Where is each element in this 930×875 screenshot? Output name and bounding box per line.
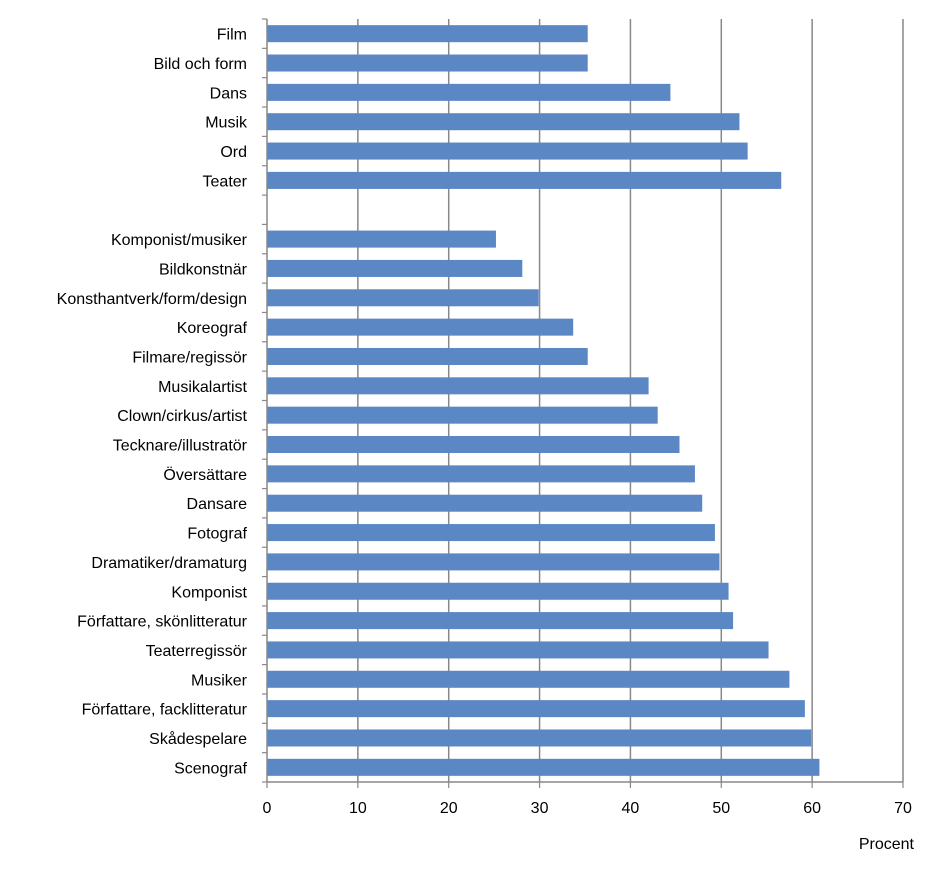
bar: [267, 670, 790, 688]
bar: [267, 171, 782, 189]
category-labels: Film Bild och form Dans Musik Ord Teater Kompo…: [57, 27, 248, 778]
x-tick-label: 60: [803, 800, 821, 817]
x-tick-label: 50: [712, 800, 730, 817]
category-label: Tecknare/illustratör: [113, 438, 248, 455]
bars: [267, 25, 820, 776]
bar: [267, 641, 769, 659]
bar: [267, 729, 812, 747]
category-label: Författare, skönlitteratur: [77, 614, 248, 631]
category-label: Scenograf: [174, 760, 247, 777]
category-label: Dans: [210, 85, 247, 102]
category-label: Bildkonstnär: [159, 261, 248, 278]
x-axis-title: Procent: [859, 836, 915, 853]
category-label: Fotograf: [187, 526, 247, 543]
bar: [267, 25, 588, 43]
bar: [267, 377, 649, 395]
bar: [267, 289, 539, 307]
bar: [267, 113, 740, 131]
category-label: Musik: [205, 115, 248, 132]
category-label: Dramatiker/dramaturg: [91, 555, 247, 572]
category-label: Koreograf: [177, 320, 248, 337]
x-tick-labels: 0 10 20 30 40 50 60 70: [263, 800, 912, 817]
category-label: Musiker: [191, 672, 248, 689]
bar: [267, 494, 703, 512]
category-label: Musikalartist: [158, 379, 247, 396]
bar: [267, 582, 729, 600]
bar: [267, 54, 588, 72]
bar: [267, 758, 820, 776]
category-label: Översättare: [163, 466, 247, 484]
bar: [267, 406, 658, 424]
bar: [267, 553, 720, 571]
category-label: Bild och form: [154, 56, 247, 73]
bar: [267, 465, 695, 483]
category-label: Teaterregissör: [146, 643, 248, 660]
bar: [267, 142, 748, 160]
category-label: Teater: [203, 173, 248, 190]
category-label: Dansare: [187, 496, 248, 513]
category-label: Komponist: [171, 584, 247, 601]
category-label: Skådespelare: [149, 730, 247, 748]
axes: [262, 18, 904, 788]
x-tick-label: 20: [440, 800, 458, 817]
bar: [267, 347, 588, 365]
category-label: Författare, facklitteratur: [82, 702, 248, 719]
bar: [267, 612, 734, 630]
bar: [267, 318, 574, 336]
category-label: Film: [217, 27, 247, 44]
x-tick-label: 70: [894, 800, 912, 817]
bar: [267, 436, 680, 454]
x-tick-label: 10: [349, 800, 367, 817]
category-label: Komponist/musiker: [111, 232, 248, 249]
bar: [267, 700, 805, 718]
category-label: Ord: [220, 144, 247, 161]
bar: [267, 259, 523, 277]
gridlines: [357, 19, 904, 782]
category-label: Clown/cirkus/artist: [117, 408, 247, 425]
bar: [267, 524, 715, 542]
bar: [267, 83, 671, 101]
x-tick-label: 0: [263, 800, 272, 817]
x-tick-label: 40: [622, 800, 640, 817]
category-label: Konsthantverk/form/design: [57, 291, 247, 308]
x-tick-label: 30: [531, 800, 549, 817]
bar: [267, 230, 496, 248]
category-label: Filmare/regissör: [132, 349, 247, 366]
